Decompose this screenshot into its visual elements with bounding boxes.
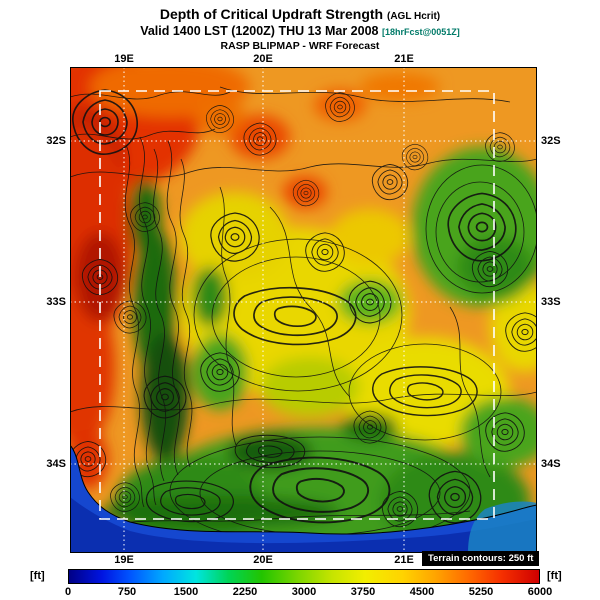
colorbar-tick-6000: 6000 <box>527 586 553 598</box>
header: Depth of Critical Updraft Strength (AGL … <box>0 0 600 52</box>
colorbar-tick-5250: 5250 <box>468 586 494 598</box>
lon-label-20e-top: 20E <box>253 53 273 65</box>
lat-label-34s-left: 34S <box>46 458 66 470</box>
page-title: Depth of Critical Updraft Strength <box>159 6 384 22</box>
lon-label-19e-top: 19E <box>114 53 134 65</box>
lat-label-34s-right: 34S <box>541 458 561 470</box>
map-border <box>70 67 537 553</box>
lat-label-33s-right: 33S <box>541 296 561 308</box>
colorbar-tick-0: 0 <box>64 586 72 598</box>
lat-label-32s-right: 32S <box>541 135 561 147</box>
domain-boundary <box>99 90 495 520</box>
page-title-suffix: (AGL Hcrit) <box>386 11 441 22</box>
colorbar-tick-2250: 2250 <box>232 586 258 598</box>
colorbar-tick-3750: 3750 <box>350 586 376 598</box>
forecast-map <box>70 67 537 553</box>
model-label: RASP BLIPMAP - WRF Forecast <box>220 40 380 52</box>
lon-label-21e-bottom: 21E <box>394 554 414 566</box>
colorbar-tick-750: 750 <box>117 586 137 598</box>
terrain-note: Terrain contours: 250 ft <box>422 551 540 566</box>
colorbar-tick-3000: 3000 <box>291 586 317 598</box>
colorbar-tick-1500: 1500 <box>173 586 199 598</box>
lon-label-21e-top: 21E <box>394 53 414 65</box>
lon-label-19e-bottom: 19E <box>114 554 134 566</box>
lat-label-33s-left: 33S <box>46 296 66 308</box>
terrain-contours <box>70 86 537 546</box>
lat-label-32s-left: 32S <box>46 135 66 147</box>
lon-label-20e-bottom: 20E <box>253 554 273 566</box>
valid-time-label: Valid 1400 LST (1200Z) THU 13 Mar 2008 <box>140 24 379 38</box>
colorbar-unit-left: [ft] <box>30 570 45 582</box>
colorbar <box>68 569 540 584</box>
forecast-tag: [18hrFcst@0051Z] <box>381 27 460 37</box>
graticule <box>70 67 537 553</box>
colorbar-unit-right: [ft] <box>547 570 562 582</box>
colorbar-tick-4500: 4500 <box>409 586 435 598</box>
map-frame <box>70 67 537 553</box>
ocean <box>70 444 537 553</box>
